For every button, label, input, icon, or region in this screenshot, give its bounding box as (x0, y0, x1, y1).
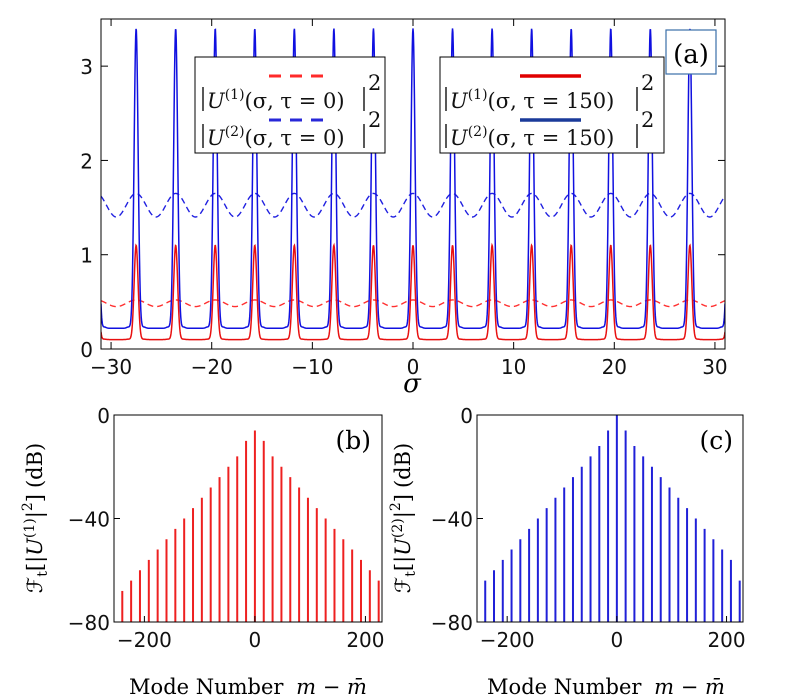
legend-right-box (439, 56, 665, 154)
panel-b-chart: −200 0 200 −80−400 (b) Mode Number m − m̄ … (20, 404, 385, 699)
x-tick-label: −10 (291, 355, 333, 379)
panel-c-ylabel-sub: t (403, 571, 419, 577)
panel-b-ylabel-exp: 2 (20, 502, 36, 511)
y-tick-label: 0 (80, 338, 93, 362)
panel-a-curves (101, 28, 725, 341)
legend-u1-tau150-symbol: U (450, 89, 469, 113)
panel-c-x-axis-label: Mode Number m − m̄ (487, 675, 725, 699)
panel-b-bars (121, 430, 380, 622)
svg-text:U(1)(σ, τ = 150): U(1)(σ, τ = 150) (450, 87, 614, 113)
panel-c-label: (c) (699, 426, 733, 455)
x-tick-label: 0 (407, 355, 420, 379)
y-tick-label: −40 (431, 508, 473, 532)
panel-b-x-axis-label: Mode Number m − m̄ (129, 675, 367, 699)
panel-b-label: (b) (335, 426, 371, 455)
svg-text:ℱt[|U(1)|2](dB): ℱt[|U(1)|2](dB) (20, 443, 51, 593)
panel-b-ylabel-inner: U (23, 537, 47, 556)
legend-u2-tau150-exponent: 2 (641, 108, 654, 132)
legend-u1-tau150-args: (σ, τ = 150) (488, 89, 615, 113)
panel-a-x-ticks: −30 −20 −10 0 10 20 30 (90, 19, 728, 379)
panel-c-ylabel-inner: U (391, 537, 415, 556)
svg-text:U(1)(σ, τ = 0): U(1)(σ, τ = 0) (207, 87, 345, 113)
legend-left-box (194, 56, 386, 154)
y-tick-label: −80 (68, 611, 110, 635)
legend-u2-tau0-exponent: 2 (368, 108, 381, 132)
svg-text:U(2)(σ, τ = 0): U(2)(σ, τ = 0) (207, 124, 345, 150)
panel-a-legend-left: U(1)(σ, τ = 0) 2 U(2)(σ, τ = 0) 2 (194, 56, 386, 154)
series-line-1 (101, 299, 725, 308)
x-tick-label: −200 (117, 628, 172, 652)
x-tick-label: 0 (610, 628, 623, 652)
panel-c-y-ticks: −80 −40 0 (431, 404, 483, 635)
svg-text:ℱt[|U(2)|2](dB): ℱt[|U(2)|2](dB) (388, 443, 419, 593)
panel-b-x-axis-label-text: Mode Number (129, 675, 284, 699)
legend-u2-tau0-args: (σ, τ = 0) (245, 126, 345, 150)
x-tick-label: −20 (191, 355, 233, 379)
y-tick-label: 0 (460, 404, 473, 428)
legend-u2-tau150-args: (σ, τ = 150) (488, 126, 615, 150)
x-tick-label: 20 (602, 355, 627, 379)
y-tick-label: −40 (68, 508, 110, 532)
svg-text:U(2)(σ, τ = 150): U(2)(σ, τ = 150) (450, 124, 614, 150)
series-line-4 (101, 28, 725, 330)
panel-b-ylabel-prefix: ℱ (23, 577, 47, 594)
panel-b-ylabel-unit: (dB) (23, 443, 47, 488)
x-tick-label: −200 (480, 628, 535, 652)
legend-u1-tau0-superscript: (1) (225, 87, 245, 103)
series-line-2 (101, 192, 725, 218)
x-tick-label: 200 (346, 628, 384, 652)
panel-c-x-axis-label-math: m − m̄ (654, 675, 725, 699)
legend-u1-tau150-superscript: (1) (468, 87, 488, 103)
y-tick-label: 0 (97, 404, 110, 428)
panel-b-ylabel-sub: t (35, 571, 51, 577)
panel-c-x-axis-label-text: Mode Number (487, 675, 642, 699)
x-tick-label: 10 (501, 355, 526, 379)
series-line-3 (101, 242, 725, 341)
x-tick-label: 30 (702, 355, 727, 379)
panel-a-label-box (665, 29, 717, 75)
panel-b-ylabel-sup: (1) (22, 518, 38, 538)
y-tick-label: 2 (80, 149, 93, 173)
x-tick-label: 0 (249, 628, 262, 652)
legend-entry-u2-tau0: U(2)(σ, τ = 0) 2 (202, 108, 381, 150)
panel-b-x-ticks: −200 0 200 (117, 616, 385, 652)
legend-u2-tau150-superscript: (2) (468, 124, 488, 140)
panel-a-legend-right: U(1)(σ, τ = 150) 2 U(2)(σ, τ = 150) 2 (439, 56, 665, 154)
x-tick-label: −30 (90, 355, 132, 379)
panel-b-x-axis-label-math: m − m̄ (296, 675, 367, 699)
panel-c-bars (484, 415, 741, 622)
legend-entry-u2-tau150: U(2)(σ, τ = 150) 2 (445, 108, 654, 150)
legend-entry-u1-tau150: U(1)(σ, τ = 150) 2 (445, 71, 654, 113)
y-tick-label: 1 (80, 244, 93, 268)
y-tick-label: 3 (80, 55, 93, 79)
legend-u1-tau150-exponent: 2 (641, 71, 654, 95)
panel-c-x-ticks: −200 0 200 (480, 616, 746, 652)
legend-u2-tau0-symbol: U (207, 126, 226, 150)
panel-b-y-ticks: −80 −40 0 (68, 404, 120, 635)
panel-c-chart: −200 0 200 −80−400 (c) Mode Number m − m̄ … (388, 404, 746, 699)
panel-a-label: (a) (673, 40, 709, 70)
panel-c-ylabel-exp: 2 (388, 502, 404, 511)
y-tick-label: −80 (431, 611, 473, 635)
legend-u2-tau150-symbol: U (450, 126, 469, 150)
panel-c-ylabel-sup: (2) (390, 518, 406, 538)
legend-u2-tau0-superscript: (2) (225, 124, 245, 140)
panel-a-y-ticks: 0 1 2 3 (80, 55, 725, 362)
panel-c-y-axis-label: ℱt[|U(2)|2](dB) (388, 443, 419, 593)
panel-a-x-axis-label: σ (403, 369, 422, 399)
legend-u1-tau0-args: (σ, τ = 0) (245, 89, 345, 113)
panel-c-ylabel-unit: (dB) (391, 443, 415, 488)
legend-u1-tau0-exponent: 2 (368, 71, 381, 95)
x-tick-label: 200 (707, 628, 745, 652)
legend-u1-tau0-symbol: U (207, 89, 226, 113)
panel-b-y-axis-label: ℱt[|U(1)|2](dB) (20, 443, 51, 593)
legend-entry-u1-tau0: U(1)(σ, τ = 0) 2 (202, 71, 381, 113)
panel-c-ylabel-prefix: ℱ (391, 577, 415, 594)
